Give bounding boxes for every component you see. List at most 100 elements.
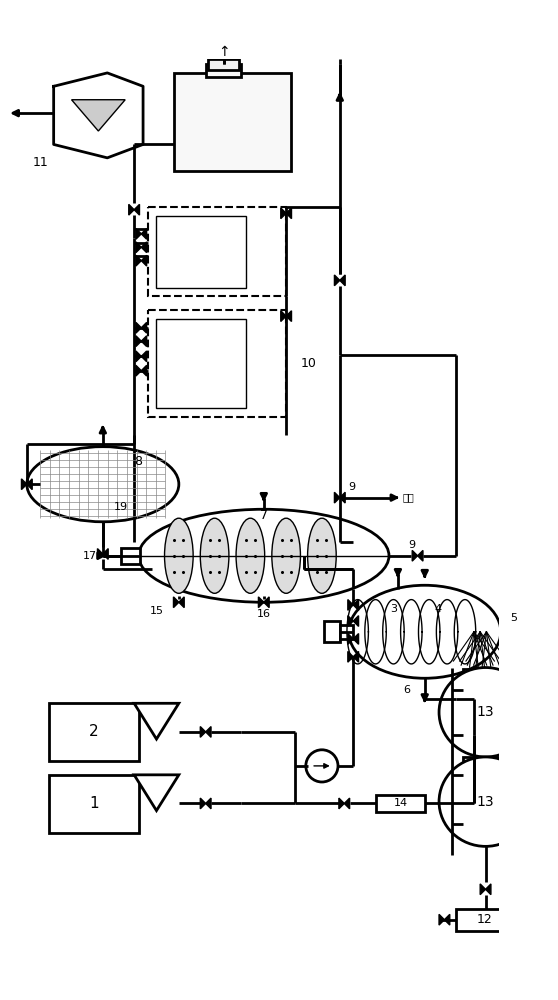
Polygon shape	[174, 597, 179, 608]
Polygon shape	[348, 634, 353, 644]
Text: 14: 14	[393, 798, 408, 808]
Polygon shape	[136, 228, 141, 239]
Polygon shape	[141, 351, 147, 362]
Polygon shape	[141, 322, 147, 333]
Polygon shape	[485, 884, 491, 895]
Polygon shape	[206, 727, 211, 737]
Polygon shape	[258, 597, 264, 608]
Polygon shape	[556, 806, 558, 815]
Polygon shape	[527, 914, 533, 925]
Polygon shape	[179, 597, 184, 608]
Polygon shape	[136, 242, 141, 253]
Polygon shape	[556, 690, 558, 699]
Bar	[463, 757, 508, 777]
Text: 8: 8	[134, 455, 143, 468]
Polygon shape	[552, 717, 556, 726]
Bar	[49, 775, 138, 833]
Polygon shape	[344, 798, 350, 809]
Polygon shape	[412, 550, 417, 561]
Ellipse shape	[272, 518, 300, 593]
Polygon shape	[200, 798, 206, 809]
Bar	[121, 548, 141, 564]
Text: 干燥: 干燥	[403, 493, 415, 503]
Polygon shape	[348, 616, 353, 626]
Polygon shape	[21, 479, 27, 490]
Polygon shape	[348, 600, 353, 610]
Polygon shape	[552, 793, 556, 802]
Bar	[463, 669, 508, 689]
Text: 12: 12	[477, 913, 493, 926]
Polygon shape	[515, 626, 521, 637]
Bar	[208, 59, 239, 70]
Polygon shape	[348, 651, 353, 662]
Polygon shape	[206, 798, 211, 809]
Polygon shape	[103, 549, 108, 559]
Text: 11: 11	[32, 156, 48, 169]
Text: 5: 5	[511, 613, 518, 623]
Polygon shape	[134, 703, 179, 739]
Circle shape	[306, 750, 338, 782]
Text: 2: 2	[89, 724, 99, 739]
Polygon shape	[340, 492, 345, 503]
Polygon shape	[134, 775, 179, 811]
Polygon shape	[556, 703, 558, 712]
Text: 4: 4	[435, 604, 442, 614]
Polygon shape	[417, 550, 423, 561]
Bar	[456, 909, 514, 931]
Ellipse shape	[439, 668, 532, 757]
Polygon shape	[281, 311, 286, 321]
Polygon shape	[136, 365, 141, 376]
Polygon shape	[136, 351, 141, 362]
Polygon shape	[444, 914, 450, 925]
Bar	[147, 310, 286, 417]
Polygon shape	[552, 779, 556, 788]
Text: 3: 3	[390, 604, 397, 614]
Ellipse shape	[165, 518, 193, 593]
Polygon shape	[334, 275, 340, 286]
Bar	[49, 703, 138, 761]
Text: 10: 10	[301, 357, 316, 370]
Polygon shape	[141, 228, 147, 239]
Polygon shape	[286, 311, 291, 321]
Text: 16: 16	[257, 609, 271, 619]
Bar	[147, 207, 286, 296]
Polygon shape	[556, 779, 558, 788]
Text: 1: 1	[89, 796, 99, 811]
Bar	[324, 621, 340, 642]
Bar	[174, 73, 291, 171]
Polygon shape	[353, 600, 359, 610]
Text: 15: 15	[150, 606, 163, 616]
Text: ↑: ↑	[218, 45, 229, 59]
Text: 9: 9	[408, 540, 415, 550]
Bar	[156, 216, 246, 288]
Polygon shape	[27, 479, 32, 490]
Polygon shape	[552, 690, 556, 699]
Polygon shape	[98, 549, 103, 559]
Polygon shape	[552, 806, 556, 815]
Polygon shape	[200, 727, 206, 737]
Ellipse shape	[27, 447, 179, 522]
Polygon shape	[286, 208, 291, 219]
Polygon shape	[134, 204, 140, 215]
Text: 9: 9	[348, 482, 355, 492]
Polygon shape	[141, 255, 147, 266]
Text: 19: 19	[114, 502, 128, 512]
Polygon shape	[340, 275, 345, 286]
Polygon shape	[556, 793, 558, 802]
Bar	[376, 795, 425, 812]
Ellipse shape	[349, 585, 501, 678]
Polygon shape	[141, 365, 147, 376]
Polygon shape	[353, 616, 359, 626]
Polygon shape	[339, 798, 344, 809]
Ellipse shape	[439, 757, 532, 846]
Polygon shape	[129, 204, 134, 215]
Polygon shape	[136, 336, 141, 347]
Polygon shape	[334, 492, 340, 503]
Polygon shape	[556, 717, 558, 726]
Ellipse shape	[236, 518, 264, 593]
Ellipse shape	[200, 518, 229, 593]
Ellipse shape	[307, 518, 336, 593]
Text: 13: 13	[477, 795, 494, 809]
Polygon shape	[71, 100, 125, 131]
Text: 7: 7	[260, 509, 268, 522]
